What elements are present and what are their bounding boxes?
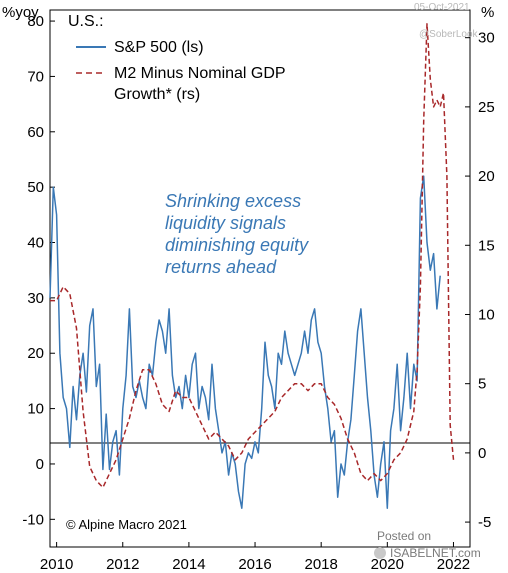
annotation-line-3: diminishing equity — [165, 235, 309, 255]
right-tick-label: 25 — [478, 99, 495, 116]
copyright: © Alpine Macro 2021 — [66, 517, 187, 532]
isabelnet-logo-icon — [374, 547, 386, 559]
posted-on-label: Posted on — [377, 529, 431, 543]
annotation-line-4: returns ahead — [165, 257, 277, 277]
x-tick-label: 2022 — [437, 556, 470, 573]
series-layer — [49, 23, 455, 509]
annotation-line-2: liquidity signals — [165, 213, 286, 233]
plot-area — [49, 9, 471, 548]
legend-label-m2-line2: Growth* (rs) — [114, 86, 200, 103]
x-tick-label: 2012 — [106, 556, 139, 573]
right-tick-label: 0 — [478, 445, 486, 462]
left-tick-label: 30 — [27, 290, 44, 307]
x-tick-label: 2016 — [238, 556, 271, 573]
legend-label-m2-line1: M2 Minus Nominal GDP — [114, 65, 285, 82]
x-axis-ticks: 2010 2012 2014 2016 2018 2020 2022 — [40, 542, 470, 573]
legend-label-m2: M2 Minus Nominal GDP Growth* (rs) — [114, 65, 290, 103]
left-axis-ticks: 80 70 60 50 40 30 20 10 0 -10 — [22, 13, 55, 528]
posted-on-stamp: Posted on ISABELNET.com — [374, 529, 481, 560]
watermark-soberlook: @SoberLook — [419, 29, 479, 40]
left-tick-label: 0 — [36, 456, 44, 473]
right-tick-label: 30 — [478, 30, 495, 47]
left-tick-label: 50 — [27, 179, 44, 196]
right-tick-label: 15 — [478, 237, 495, 254]
plot-frame — [49, 9, 471, 548]
x-tick-label: 2010 — [40, 556, 73, 573]
left-tick-label: -10 — [22, 511, 44, 528]
legend-label-sp500: S&P 500 (ls) — [114, 39, 204, 56]
posted-site: ISABELNET.com — [390, 546, 481, 560]
x-tick-label: 2020 — [371, 556, 404, 573]
x-tick-label: 2014 — [172, 556, 205, 573]
legend-title: U.S.: — [68, 13, 104, 30]
left-tick-label: 60 — [27, 124, 44, 141]
annotation: Shrinking excess liquidity signals dimin… — [165, 191, 313, 277]
left-tick-label: 10 — [27, 401, 44, 418]
x-tick-label: 2018 — [304, 556, 337, 573]
left-tick-label: 20 — [27, 345, 44, 362]
right-tick-label: -5 — [478, 514, 491, 531]
right-tick-label: 20 — [478, 168, 495, 185]
watermark-date: 05-Oct-2021 — [414, 2, 470, 13]
series-sp500-line — [49, 175, 441, 509]
right-axis-unit: % — [481, 4, 494, 21]
left-tick-label: 40 — [27, 235, 44, 252]
legend: U.S.: S&P 500 (ls) M2 Minus Nominal GDP … — [68, 13, 290, 103]
right-axis-ticks: 30 25 20 15 10 5 0 -5 — [465, 30, 495, 531]
left-tick-label: 70 — [27, 68, 44, 85]
annotation-line-1: Shrinking excess — [165, 191, 301, 211]
series-m2-line — [50, 23, 455, 489]
left-tick-label: 80 — [27, 13, 44, 30]
right-tick-label: 5 — [478, 376, 486, 393]
right-tick-label: 10 — [478, 306, 495, 323]
left-axis-unit: %yoy — [2, 4, 39, 21]
